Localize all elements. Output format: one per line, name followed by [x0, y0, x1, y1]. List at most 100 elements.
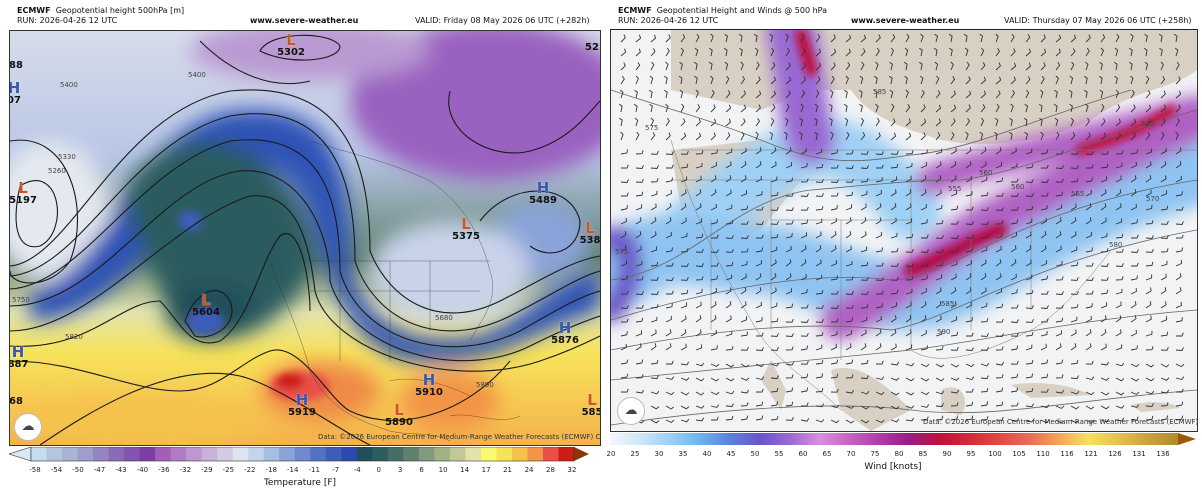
contour-label: 5330 [58, 153, 76, 161]
wind-barb [1040, 359, 1049, 365]
wind-barb [770, 191, 779, 197]
wind-barb [920, 315, 927, 323]
wind-barb [740, 346, 749, 351]
wind-barb [710, 33, 714, 43]
wind-barb [1070, 34, 1077, 43]
wind-barb [950, 301, 957, 309]
wind-barb [1100, 132, 1107, 141]
wind-barb [845, 178, 854, 183]
wind-barb [860, 419, 870, 424]
wind-barb [725, 363, 735, 368]
wind-barb [965, 401, 974, 407]
wind-barb [965, 234, 974, 239]
wind-barb [935, 175, 942, 183]
wind-barb [1085, 315, 1092, 323]
wind-barb [770, 401, 779, 407]
wind-barb [770, 62, 776, 71]
wind-barb [845, 419, 855, 424]
wind-barb [830, 48, 837, 57]
wind-barb [815, 89, 820, 99]
wind-barb [860, 343, 867, 351]
wind-barb [830, 89, 834, 99]
wind-barb [845, 217, 852, 225]
wind-barb [754, 47, 759, 57]
wind-barb [845, 317, 854, 323]
wind-barb [1160, 377, 1170, 381]
wind-barb [755, 76, 761, 85]
wind-barb [935, 220, 944, 225]
wind-barb [815, 76, 821, 85]
wind-barb [1055, 276, 1064, 281]
wind-barb [965, 206, 974, 211]
wind-barb [1175, 376, 1185, 381]
wind-barb [1100, 103, 1105, 113]
center-value: 88 [9, 60, 23, 71]
wind-barb [1070, 359, 1079, 365]
wind-barb [1131, 234, 1139, 239]
wind-barb [710, 189, 717, 197]
wind-barb [965, 388, 974, 393]
wind-barb [876, 290, 884, 295]
wind-barb [1040, 192, 1049, 197]
wind-barb [800, 304, 809, 309]
wind-barb [815, 359, 824, 365]
wind-barb [860, 132, 866, 141]
wind-barb [1039, 117, 1043, 127]
wind-barb [1008, 131, 1013, 141]
wind-barb [1130, 404, 1140, 408]
colorbar-over-arrow [574, 447, 589, 461]
wind-barb [1144, 33, 1148, 43]
colorbar-segment [93, 447, 110, 461]
wind-barb [725, 377, 735, 382]
wind-barb [785, 177, 794, 183]
wind-barb [950, 287, 957, 295]
chart-title: Geopotential height 500hPa [m] [55, 6, 185, 15]
right-valid: VALID: Thursday 07 May 2026 06 UTC (+258… [1004, 16, 1192, 25]
wind-barb [1010, 89, 1016, 99]
colorbar-title: Wind [knots] [864, 462, 922, 472]
wind-barb [950, 220, 959, 225]
wind-barb [950, 316, 958, 323]
wind-barb [800, 147, 807, 155]
wind-barb [1115, 104, 1121, 113]
colorbar-segment [511, 447, 528, 461]
wind-barb [1086, 164, 1094, 169]
wind-barb [753, 33, 758, 43]
wind-barb [755, 61, 760, 71]
wind-barb [1115, 89, 1119, 99]
wind-barb [635, 359, 644, 365]
wind-barb [980, 192, 989, 197]
wind-barb [1055, 291, 1064, 295]
pressure-center-high: H07 [10, 81, 21, 106]
wind-barb [1070, 48, 1076, 57]
wind-barb [770, 246, 778, 253]
wind-barb [995, 361, 1005, 366]
wind-barb [860, 117, 865, 127]
wind-barb [948, 33, 953, 43]
wind-barb [935, 346, 944, 351]
wind-barb [1100, 343, 1107, 351]
wind-barb [1130, 329, 1137, 337]
wind-barb [995, 387, 1004, 393]
wind-barb [1145, 403, 1154, 407]
wind-barb [1115, 276, 1124, 281]
wind-barb [725, 261, 734, 267]
wind-barb [725, 204, 733, 211]
wind-barb [1145, 104, 1152, 113]
wind-barb [875, 376, 885, 381]
wind-barb [620, 290, 629, 295]
center-value: 5910 [415, 387, 443, 398]
wind-colorbar [610, 433, 1196, 445]
wind-barb [1085, 329, 1092, 337]
wind-barb [950, 205, 959, 211]
wind-barb [860, 48, 866, 57]
wind-barb [845, 204, 853, 211]
colorbar-tick-label: 21 [503, 466, 513, 474]
center-letter: L [585, 219, 595, 237]
wind-barb [875, 360, 884, 365]
wind-barb [620, 62, 626, 71]
wind-barb [620, 359, 629, 365]
wind-barb [875, 47, 880, 57]
wind-barb [1010, 232, 1017, 239]
wind-barb [1040, 343, 1047, 351]
